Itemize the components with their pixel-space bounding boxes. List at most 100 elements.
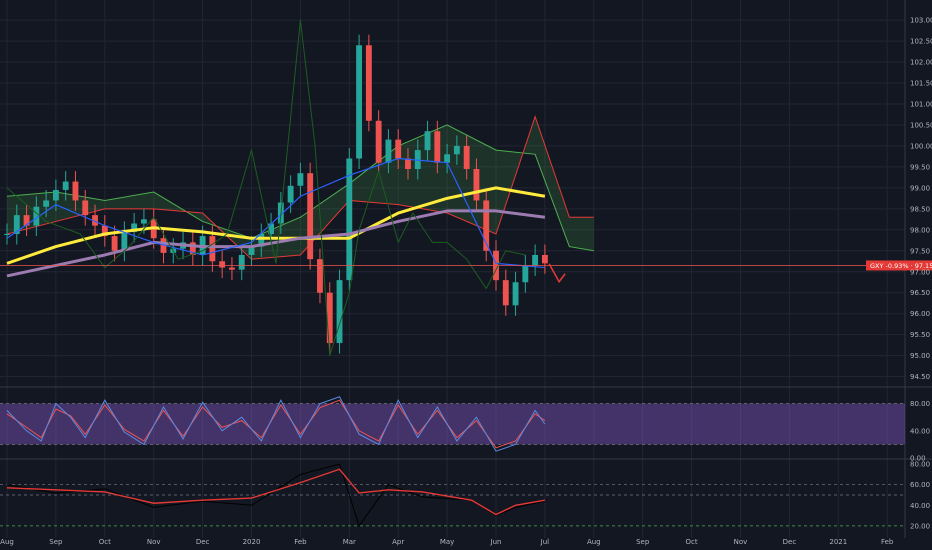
y-tick-label: 99.50	[910, 163, 930, 171]
ma-fast-line	[6, 157, 545, 269]
candle-body	[365, 45, 372, 121]
candle-body	[43, 200, 50, 207]
candle-body	[111, 236, 118, 251]
y-tick-label: 101.50	[910, 80, 932, 88]
candle-body	[268, 223, 274, 235]
y-tick-label: 102.00	[910, 59, 932, 67]
candle-body	[140, 219, 147, 224]
candle-body	[502, 280, 509, 306]
y-tick-label: 100.00	[910, 142, 932, 150]
candle-body	[287, 185, 294, 203]
x-tick-label: Apr	[392, 538, 404, 546]
macd-y-tick-label: 80.00	[910, 461, 930, 469]
candle-body	[395, 139, 402, 159]
x-tick-label: Sep	[636, 538, 650, 546]
candle-body	[238, 254, 245, 270]
candle-body	[463, 145, 470, 169]
candle-body	[101, 225, 108, 237]
macd-y-tick-label: 40.00	[910, 502, 930, 510]
macd-y-tick-label: 20.00	[910, 522, 930, 530]
x-tick-label: Jul	[540, 538, 550, 546]
x-tick-label: Feb	[881, 538, 894, 546]
lagging-span-line	[6, 19, 526, 357]
y-tick-label: 102.50	[910, 38, 932, 46]
candle-body	[532, 254, 539, 266]
candle-body	[121, 231, 128, 251]
y-tick-label: 103.00	[910, 17, 932, 25]
candle-body	[473, 168, 480, 201]
x-tick-label: Dec	[783, 538, 797, 546]
x-tick-label: 2020	[243, 538, 261, 546]
candle-body	[297, 173, 304, 186]
candle-body	[483, 200, 490, 251]
candle-body	[434, 131, 441, 163]
y-tick-label: 98.50	[910, 205, 930, 213]
cloud-span-a	[6, 124, 594, 252]
x-tick-label: Jun	[490, 538, 502, 546]
candle-body	[13, 215, 20, 235]
price-tag-label: GXY -0.93% · 97.15	[870, 262, 932, 270]
candle-body	[258, 234, 265, 247]
y-tick-label: 98.00	[910, 226, 930, 234]
candle-body	[62, 181, 69, 190]
macd-red-line	[6, 468, 546, 516]
candle-body	[541, 254, 548, 264]
candle-body	[317, 259, 323, 293]
candle-body	[444, 154, 451, 163]
y-tick-label: 100.50	[910, 121, 932, 129]
stoch-y-tick-label: 80.00	[910, 400, 930, 408]
candle-body	[453, 145, 460, 155]
candle-body	[92, 215, 98, 226]
y-tick-label: 96.00	[910, 310, 930, 318]
y-tick-label: 95.00	[910, 352, 930, 360]
x-tick-label: Oct	[686, 538, 698, 546]
candle-body	[424, 131, 431, 151]
candle-body	[229, 267, 235, 270]
x-tick-label: Dec	[196, 538, 210, 546]
candle-body	[72, 181, 79, 201]
candle-body	[307, 173, 314, 260]
x-tick-label: Mar	[343, 538, 356, 546]
x-tick-label: Aug	[0, 538, 14, 546]
y-tick-label: 96.50	[910, 289, 930, 297]
candle-body	[4, 234, 10, 236]
x-tick-label: May	[440, 538, 454, 546]
y-tick-label: 94.50	[910, 373, 930, 381]
candle-body	[189, 242, 196, 255]
candle-body	[160, 238, 167, 253]
x-tick-label: Feb	[294, 538, 307, 546]
y-tick-label: 101.00	[910, 100, 932, 108]
candle-body	[209, 236, 216, 262]
candle-body	[405, 158, 411, 169]
x-tick-label: 2021	[829, 538, 847, 546]
candle-body	[326, 292, 333, 344]
y-tick-label: 97.50	[910, 247, 930, 255]
x-tick-label: Sep	[49, 538, 63, 546]
candle-body	[346, 158, 353, 281]
x-tick-label: Nov	[147, 538, 161, 546]
candle-body	[131, 223, 138, 232]
candle-body	[52, 189, 59, 201]
x-tick-label: Aug	[587, 538, 601, 546]
candle-body	[522, 265, 529, 283]
stoch-k-line	[6, 396, 546, 452]
x-tick-label: Oct	[99, 538, 111, 546]
candle-body	[82, 200, 89, 216]
stoch-band	[0, 403, 905, 445]
ma-200-line	[6, 186, 546, 265]
candle-body	[248, 246, 255, 255]
candle-body	[219, 261, 226, 268]
candle-body	[385, 139, 392, 163]
stoch-y-tick-label: 40.00	[910, 427, 930, 435]
cloud-span-b	[6, 114, 594, 260]
candle-body	[414, 150, 421, 169]
candle-body	[356, 45, 363, 159]
candle-body	[336, 280, 343, 344]
y-tick-label: 95.50	[910, 331, 930, 339]
macd-y-tick-label: 60.00	[910, 481, 930, 489]
y-tick-label: 99.00	[910, 184, 930, 192]
down-arrow-annotation	[548, 263, 566, 284]
y-tick-label: 97.00	[910, 268, 930, 276]
